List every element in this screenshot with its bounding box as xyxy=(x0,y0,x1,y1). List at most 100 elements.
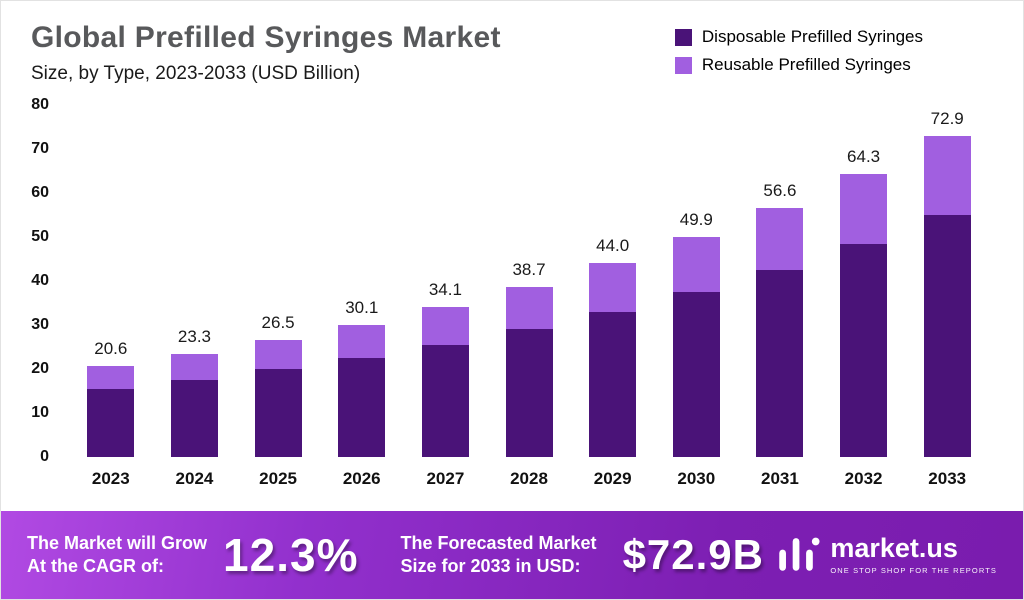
bar-column: 26.5 2025 xyxy=(236,105,320,488)
bar-segment-reusable xyxy=(756,207,804,270)
stacked-bar: 44.0 xyxy=(589,236,637,458)
bar-total-label: 56.6 xyxy=(763,180,797,200)
legend-item-disposable: Disposable Prefilled Syringes xyxy=(674,27,923,47)
bar-segment-reusable xyxy=(87,366,135,389)
bar-segment-reusable xyxy=(505,286,553,330)
stacked-bar: 34.1 xyxy=(421,280,469,457)
bar-total-label: 34.1 xyxy=(428,279,462,299)
x-axis-label: 2026 xyxy=(342,469,381,488)
legend: Disposable Prefilled Syringes Reusable P… xyxy=(674,27,923,75)
bar-segment-disposable xyxy=(421,344,469,457)
bar-segment-disposable xyxy=(756,270,804,457)
bar-column: 64.3 2032 xyxy=(822,105,906,488)
footer-banner: The Market will Grow At the CAGR of: 12.… xyxy=(1,511,1023,599)
x-axis-label: 2028 xyxy=(510,469,548,488)
bar-column: 56.6 2031 xyxy=(738,105,822,488)
x-axis-label: 2029 xyxy=(593,469,632,488)
forecast-value: $72.9B xyxy=(622,531,764,578)
y-axis-tick: 60 xyxy=(31,184,49,201)
bar-segment-disposable xyxy=(505,329,553,457)
x-axis-label: 2030 xyxy=(677,469,716,488)
chart-subtitle: Size, by Type, 2023-2033 (USD Billion) xyxy=(31,63,361,84)
bar-column: 72.9 2033 xyxy=(905,105,989,488)
bar-segment-disposable xyxy=(589,311,637,458)
stacked-bar: 72.9 xyxy=(923,109,971,457)
y-axis-tick: 80 xyxy=(31,96,49,113)
bar-segment-disposable xyxy=(338,358,386,457)
stacked-bar: 23.3 xyxy=(170,327,218,457)
bar-total-label: 64.3 xyxy=(847,147,881,167)
bar-total-label: 23.3 xyxy=(177,327,211,347)
legend-label: Disposable Prefilled Syringes xyxy=(701,27,923,46)
bar-segment-disposable xyxy=(840,243,888,457)
x-axis-label: 2025 xyxy=(259,469,298,488)
bar-column: 49.9 2030 xyxy=(654,105,738,488)
bar-segment-reusable xyxy=(923,136,971,215)
bar-total-label: 49.9 xyxy=(679,210,713,230)
brand-tagline: ONE STOP SHOP FOR THE REPORTS xyxy=(830,566,997,575)
marketus-brand: market.us ONE STOP SHOP FOR THE REPORTS xyxy=(774,530,997,581)
stacked-bar: 26.5 xyxy=(254,313,302,457)
bar-column: 38.7 2028 xyxy=(487,105,571,488)
stacked-bar: 64.3 xyxy=(840,147,888,457)
legend-label: Reusable Prefilled Syringes xyxy=(701,55,911,74)
bar-segment-reusable xyxy=(421,306,469,345)
y-axis-tick: 30 xyxy=(31,316,49,333)
stacked-bar: 30.1 xyxy=(338,298,386,457)
bar-segment-reusable xyxy=(254,340,302,369)
bar-segment-reusable xyxy=(338,324,386,358)
bar-column: 34.1 2027 xyxy=(404,105,488,488)
forecast-label: The Forecasted Market Size for 2033 in U… xyxy=(400,532,597,576)
bar-column: 20.6 2023 xyxy=(69,105,153,488)
bar-segment-disposable xyxy=(923,215,971,457)
x-axis-label: 2033 xyxy=(928,469,967,488)
y-axis-tick: 20 xyxy=(31,360,49,377)
bar-column: 30.1 2026 xyxy=(320,105,404,488)
bar-chart: 0 10 20 30 40 50 60 70 80 20.6 2023 23.3 2024 26.5 20… xyxy=(15,96,997,488)
x-axis-label: 2031 xyxy=(761,469,799,488)
brand-text: market.us ONE STOP SHOP FOR THE REPORTS xyxy=(830,533,997,576)
stacked-bar: 38.7 xyxy=(505,260,553,457)
bar-segment-disposable xyxy=(254,369,302,457)
bar-total-label: 44.0 xyxy=(596,236,630,256)
cagr-label: The Market will Grow At the CAGR of: xyxy=(27,532,208,576)
legend-swatch-reusable xyxy=(674,56,692,74)
y-axis-tick: 70 xyxy=(31,140,49,157)
brand-name: market.us xyxy=(830,533,958,563)
y-axis-tick: 40 xyxy=(31,272,49,289)
bar-column: 23.3 2024 xyxy=(153,105,237,488)
bar-segment-reusable xyxy=(840,174,888,244)
y-axis-tick: 50 xyxy=(31,228,49,245)
chart-header: Global Prefilled Syringes Market Size, b… xyxy=(1,1,1023,91)
x-axis-label: 2023 xyxy=(91,469,130,488)
bar-segment-disposable xyxy=(672,292,720,457)
bar-segment-disposable xyxy=(87,388,135,457)
chart-section: 0 10 20 30 40 50 60 70 80 20.6 2023 23.3 2024 26.5 20… xyxy=(1,91,1023,511)
legend-item-reusable: Reusable Prefilled Syringes xyxy=(674,55,923,75)
marketus-logo-icon xyxy=(774,530,820,581)
bar-total-label: 26.5 xyxy=(261,313,295,333)
y-axis: 0 10 20 30 40 50 60 70 80 xyxy=(15,96,61,465)
chart-title: Global Prefilled Syringes Market xyxy=(31,21,501,54)
bar-total-label: 38.7 xyxy=(512,259,546,279)
bar-segment-reusable xyxy=(589,263,637,312)
bar-total-label: 20.6 xyxy=(94,339,128,359)
plot-area: 20.6 2023 23.3 2024 26.5 2025 30.1 2026 34.1 2027… xyxy=(61,105,997,488)
x-axis-label: 2027 xyxy=(426,469,465,488)
cagr-value: 12.3% xyxy=(223,529,359,581)
y-axis-tick: 0 xyxy=(40,448,49,465)
bar-segment-reusable xyxy=(672,237,720,293)
bar-column: 44.0 2029 xyxy=(571,105,655,488)
stacked-bar: 20.6 xyxy=(87,339,135,457)
bar-total-label: 72.9 xyxy=(930,109,964,129)
bar-segment-disposable xyxy=(170,380,218,457)
y-axis-tick: 10 xyxy=(31,404,49,421)
bar-segment-reusable xyxy=(170,354,218,380)
stacked-bar: 56.6 xyxy=(756,181,804,457)
stacked-bar: 49.9 xyxy=(672,210,720,457)
x-axis-label: 2032 xyxy=(844,469,883,488)
x-axis-label: 2024 xyxy=(175,469,214,488)
bar-total-label: 30.1 xyxy=(345,297,379,317)
legend-swatch-disposable xyxy=(674,28,692,46)
